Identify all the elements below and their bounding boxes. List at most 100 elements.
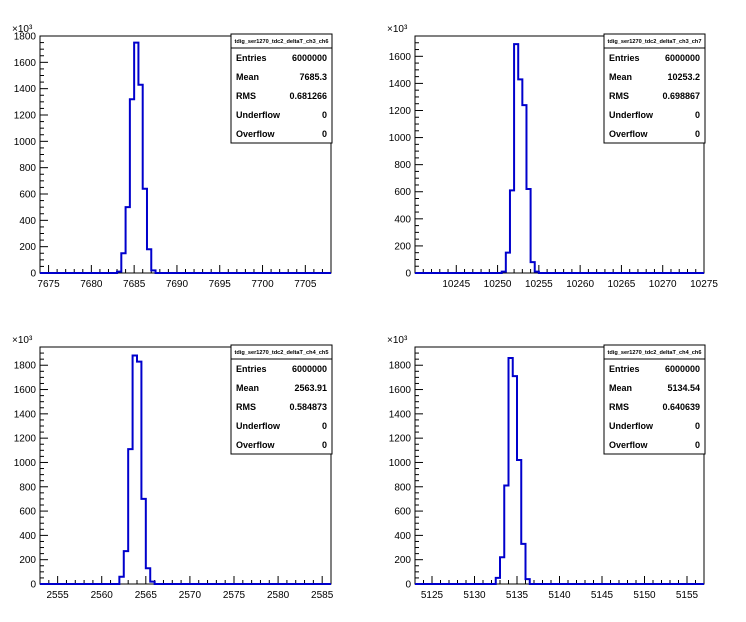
x-tick-label: 5150 [633,590,656,601]
stats-value: 0.640639 [662,402,700,412]
stats-value: 0 [322,110,327,120]
y-tick-label: 200 [19,242,36,253]
stats-label: Underflow [236,110,281,120]
x-tick-label: 7695 [209,279,232,290]
histogram-title: tdig_ser1270_tdc2_deltaT_ch3_ch7 [608,39,702,45]
stats-label: Mean [609,383,632,393]
stats-value: 6000000 [292,53,327,63]
histogram-bin [143,189,147,273]
histogram-bin [151,270,155,273]
x-tick-label: 10265 [608,279,636,290]
x-tick-label: 5155 [676,590,699,601]
histogram-bin [517,460,521,584]
y-multiplier-label: ×10³ [387,335,408,346]
stats-label: RMS [236,402,256,412]
histogram-bin [147,249,151,273]
stats-value: 0 [322,129,327,139]
histogram-bin [506,253,510,273]
x-tick-label: 2575 [223,590,246,601]
y-tick-label: 200 [394,555,411,566]
histogram-outline [415,43,704,274]
y-tick-label: 0 [405,580,411,591]
y-tick-label: 1000 [389,458,412,469]
histogram-panel-1: 0 200 400 600 800 1000 1200 1400 1600 1800 7675 768… [12,24,333,290]
y-tick-label: 400 [394,531,411,542]
y-tick-label: 1200 [389,106,412,117]
stats-label: Entries [236,364,267,374]
y-tick-label: 1400 [14,84,37,95]
y-tick-label: 1000 [14,458,37,469]
stats-value: 6000000 [665,53,700,63]
stats-label: RMS [609,402,629,412]
y-tick-label: 1400 [14,409,37,420]
stats-label: Underflow [609,421,654,431]
histogram-title: tdig_ser1270_tdc2_deltaT_ch3_ch6 [235,39,329,45]
stats-label: Entries [609,364,640,374]
y-tick-label: 600 [19,507,36,518]
histogram-panel-4: 0 200 400 600 800 1000 1200 1400 1600 1800 5125 513… [387,335,706,601]
x-tick-label: 5130 [463,590,486,601]
histogram-bin [526,579,530,584]
stats-box [230,344,333,455]
histogram-bin [150,582,154,584]
y-tick-label: 800 [394,482,411,493]
x-tick-label: 10270 [649,279,677,290]
stats-label: Overflow [236,440,276,450]
x-tick-label: 10255 [525,279,553,290]
y-tick-label: 800 [19,482,36,493]
y-tick-label: 1800 [14,32,37,43]
stats-value: 0.584873 [289,402,327,412]
histogram-bin [496,578,500,584]
histogram-bin [518,79,522,273]
stats-value: 0 [695,421,700,431]
y-tick-label: 400 [19,531,36,542]
x-tick-label: 7675 [37,279,60,290]
stats-value: 0 [695,110,700,120]
y-tick-label: 1800 [389,361,412,372]
y-tick-label: 1200 [389,434,412,445]
histogram-bin [134,43,138,273]
histogram-bin [119,577,123,584]
histogram-outline [40,354,331,585]
x-tick-label: 2570 [179,590,202,601]
histogram-title: tdig_ser1270_tdc2_deltaT_ch4_ch5 [235,350,329,356]
x-tick-label: 5135 [506,590,529,601]
y-tick-label: 600 [394,187,411,198]
y-tick-label: 1600 [389,385,412,396]
stats-label: Overflow [236,129,276,139]
histogram-bin [137,362,141,584]
stats-label: Mean [236,383,259,393]
histogram-bin [509,358,513,584]
y-tick-label: 1600 [14,385,37,396]
histogram-bin [514,44,518,273]
histogram-bin [138,85,142,273]
stats-label: Entries [236,53,267,63]
x-tick-label: 7705 [294,279,317,290]
x-tick-label: 10275 [690,279,718,290]
y-tick-label: 0 [30,580,36,591]
histogram-bin [141,499,145,584]
histogram-bin [531,262,535,273]
histogram-bin [513,376,517,584]
y-tick-label: 200 [394,241,411,252]
histogram-panel-3: 0 200 400 600 800 1000 1200 1400 1600 1800 2555 256… [12,335,334,601]
histogram-bin [121,253,125,273]
y-tick-label: 800 [394,160,411,171]
stats-label: Mean [609,72,632,82]
stats-box [603,344,706,455]
y-tick-label: 0 [405,269,411,280]
y-multiplier-label: ×10³ [387,24,408,35]
stats-value: 0 [322,421,327,431]
y-tick-label: 1600 [389,52,412,63]
histogram-bin [146,568,150,584]
y-multiplier-label: ×10³ [12,24,33,35]
x-tick-label: 7680 [80,279,103,290]
x-tick-label: 2585 [311,590,334,601]
stats-label: Overflow [609,129,649,139]
stats-label: Mean [236,72,259,82]
y-tick-label: 1000 [389,133,412,144]
y-tick-label: 400 [394,214,411,225]
stats-value: 6000000 [665,364,700,374]
histogram-bin [522,105,526,273]
